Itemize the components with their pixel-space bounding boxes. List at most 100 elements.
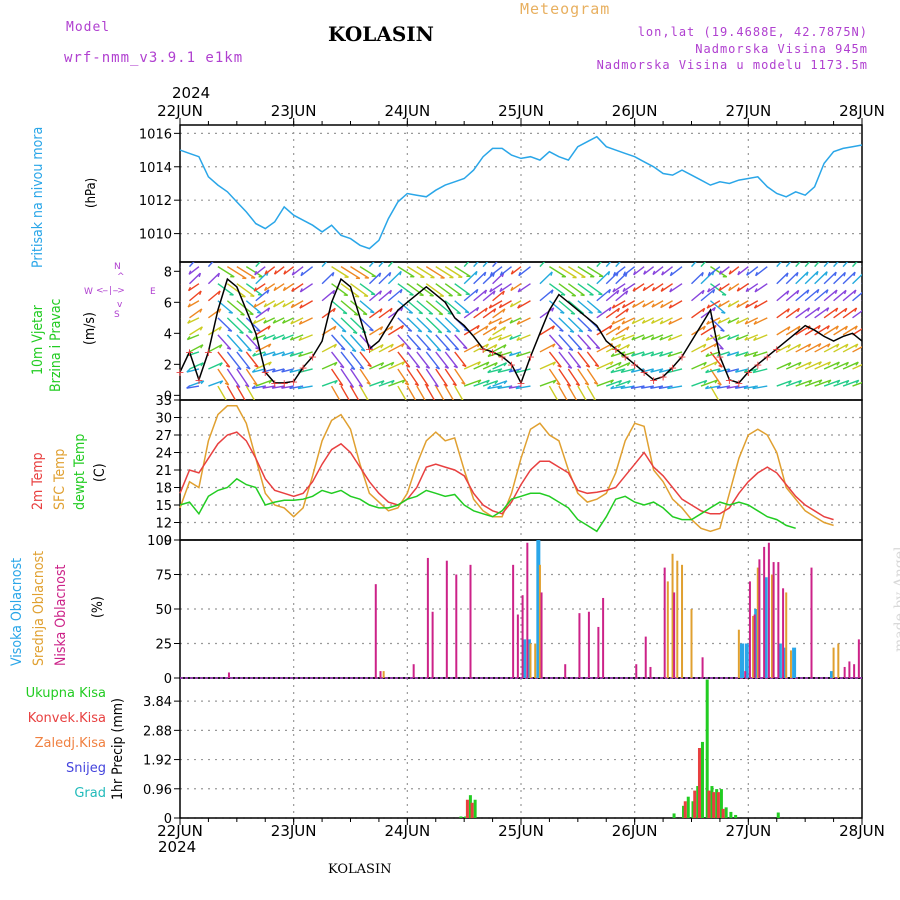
wind-arrow — [397, 283, 414, 296]
wind-arrow — [252, 351, 266, 357]
wind-arrowhead — [362, 313, 368, 316]
wind-arrowhead — [281, 319, 286, 324]
precip-legend-total: Ukupna Kisa — [25, 686, 106, 701]
wind-arrowhead — [872, 272, 873, 276]
wind-arrowhead — [641, 336, 646, 341]
cloud-mid-bar — [837, 643, 840, 678]
wind-arrow — [236, 317, 253, 334]
wind-arrow — [539, 325, 555, 336]
y-tick-label: 4 — [164, 327, 172, 342]
wind-arrow — [804, 270, 819, 285]
wind-arrowhead — [417, 329, 422, 333]
wind-arrow — [718, 283, 730, 292]
wind-arrow — [262, 351, 275, 357]
wind-marker: + — [677, 351, 686, 364]
wind-arrowhead — [817, 325, 821, 330]
wind-arrow — [615, 362, 631, 370]
wind-marker: + — [185, 346, 194, 359]
wind-arrowhead — [618, 361, 622, 366]
cloud-mid-bar — [789, 650, 792, 678]
wind-arrowhead — [720, 329, 725, 332]
cloud-low-bar — [767, 542, 770, 678]
cloud-low-bar — [445, 560, 448, 678]
wind-arrowhead — [866, 380, 869, 383]
wind-arrowhead — [333, 361, 338, 366]
wind-arrowhead — [660, 303, 664, 308]
wind-arrow — [735, 351, 749, 357]
wind-arrowhead — [515, 369, 520, 374]
wind-arrow — [823, 361, 840, 370]
wind-arrow — [416, 266, 435, 279]
wind-arrow — [736, 317, 749, 325]
wind-arrowhead — [610, 353, 615, 357]
x-tick-label-top: 26JUN — [612, 102, 658, 120]
wind-arrow — [842, 289, 857, 302]
lonlat-label: lon,lat (19.4688E, 42.7875N) — [637, 25, 868, 39]
cloud-low-bar — [540, 592, 543, 678]
wind-arrow — [330, 385, 341, 400]
wind-arrowhead — [475, 289, 479, 294]
wind-arrowhead — [826, 325, 830, 330]
cloud-low-bar — [426, 557, 429, 678]
y-tick-label: 8 — [164, 265, 172, 280]
wind-arrow — [744, 351, 759, 357]
wind-arrowhead — [702, 325, 706, 331]
wind-arrow — [668, 300, 683, 309]
wind-arrow — [667, 368, 683, 374]
wind-arrow — [369, 326, 383, 336]
x-tick-label-bottom: 28JUN — [839, 822, 885, 840]
wind-arrowhead — [516, 320, 521, 325]
wind-arrowhead — [454, 347, 459, 351]
wind-arrow — [717, 317, 730, 324]
x-tick-label-top: 22JUN — [157, 102, 203, 120]
wind-arrow — [444, 283, 462, 297]
wind-arrow — [567, 300, 585, 315]
wind-arrow — [745, 283, 759, 293]
wind-arrow — [463, 306, 479, 319]
wind-arrowhead — [752, 385, 757, 390]
wind-arrow — [659, 317, 673, 325]
cloud-high-bar — [536, 540, 541, 678]
wind-arrow — [369, 344, 384, 353]
wind-arrow — [226, 334, 243, 352]
wind-arrow — [492, 308, 506, 319]
wind-arrowhead — [608, 289, 612, 294]
wind-arrow — [207, 290, 221, 302]
wind-arrow — [558, 283, 577, 297]
wind-arrowhead — [358, 384, 363, 388]
wind-arrow — [397, 300, 414, 314]
wind-arrow — [852, 273, 862, 285]
wind-arrowhead — [370, 293, 376, 296]
wind-arrowhead — [503, 362, 508, 367]
wind-arrowhead — [588, 311, 593, 314]
wind-arrow — [795, 289, 810, 302]
wind-arrowhead — [407, 329, 412, 332]
wind-arrow — [291, 283, 304, 292]
cloud-high-bar — [522, 639, 527, 678]
wind-arrow — [596, 342, 613, 353]
precip-total-bar — [734, 814, 738, 818]
elevation-label: Nadmorska Visina 945m — [695, 42, 868, 56]
wind-arrow — [492, 290, 505, 302]
wind-arrowhead — [360, 348, 366, 352]
wind-arrow — [321, 343, 337, 353]
wind-arrowhead — [517, 304, 521, 309]
temp-sfc-line — [179, 405, 834, 533]
wind-arrowhead — [632, 303, 636, 308]
wind-arrowhead — [726, 385, 731, 389]
wind-arrowhead — [577, 347, 582, 351]
wind-arrow — [397, 385, 407, 400]
wind-arrowhead — [251, 385, 256, 389]
wind-arrowhead — [187, 286, 192, 292]
wind-arrow — [406, 351, 421, 369]
x-tick-label-top: 28JUN — [839, 102, 885, 120]
wind-arrowhead — [389, 255, 390, 259]
wind-arrow — [299, 300, 313, 309]
wind-arrowhead — [727, 319, 731, 324]
wind-arrow — [539, 262, 546, 268]
wind-arrowhead — [486, 379, 490, 384]
wind-arrow — [245, 283, 263, 296]
wind-arrowhead — [834, 254, 835, 258]
wind-arrow — [397, 334, 412, 350]
wind-arrow — [283, 283, 295, 292]
